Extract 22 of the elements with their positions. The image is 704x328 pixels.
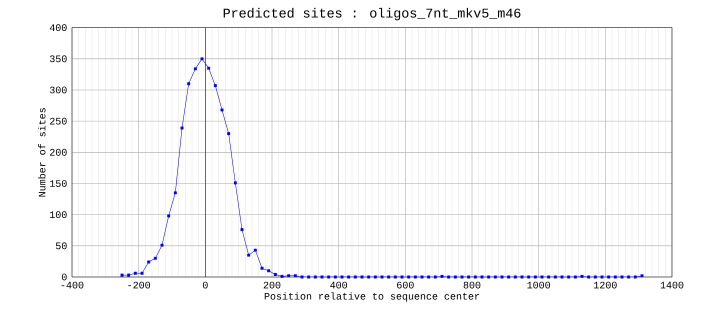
- x-axis-title: Position relative to sequence center: [264, 292, 480, 302]
- y-axis-title: Number of sites: [38, 108, 46, 197]
- x-tick-label: -400: [62, 282, 84, 288]
- x-tick-label: 1000: [527, 282, 550, 288]
- x-tick-label: -200: [128, 282, 150, 288]
- y-tick-label: 250: [50, 118, 67, 125]
- x-tick-label: 600: [397, 282, 414, 288]
- y-tick-label: 0: [62, 274, 67, 280]
- x-tick-label: 800: [464, 282, 480, 288]
- x-tick-label: 400: [330, 282, 348, 288]
- chart-title: Predicted sites : oligos_7nt_mkv5_m46: [224, 8, 520, 20]
- y-tick-label: 100: [50, 211, 67, 218]
- y-tick-label: 350: [50, 55, 67, 62]
- y-tick-label: 300: [50, 86, 67, 94]
- y-tick-label: 400: [50, 24, 67, 32]
- x-tick-label: 1200: [594, 282, 617, 288]
- x-tick-label: 1400: [660, 282, 684, 288]
- y-tick-label: 50: [56, 242, 67, 250]
- x-tick-label: 0: [202, 282, 208, 288]
- x-tick-label: 200: [264, 282, 280, 288]
- y-tick-label: 200: [50, 148, 67, 156]
- y-tick-label: 150: [50, 180, 67, 187]
